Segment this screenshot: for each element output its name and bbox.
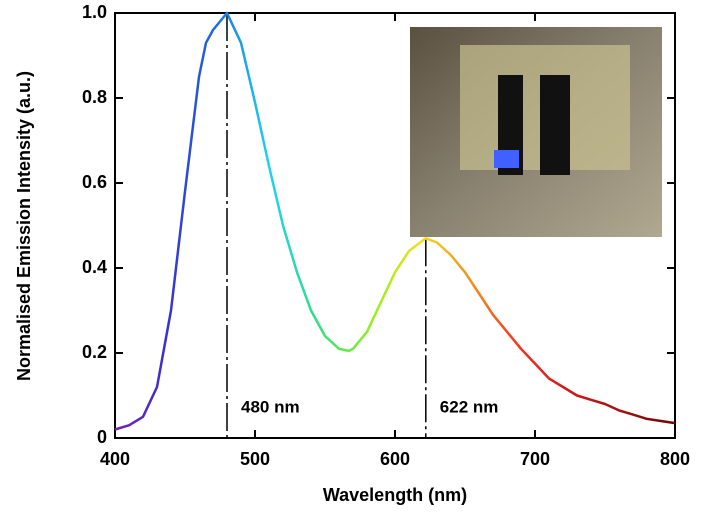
x-tick-label: 400 — [100, 449, 130, 469]
y-tick-label: 0 — [97, 427, 107, 447]
inset-photo — [410, 27, 662, 237]
annotation-label: 622 nm — [440, 397, 499, 416]
y-tick-label: 0.2 — [82, 342, 107, 362]
y-axis-label: Normalised Emission Intensity (a.u.) — [14, 71, 34, 381]
spectrum-line — [114, 11, 676, 431]
annotation-label: 480 nm — [241, 397, 300, 416]
x-tick-label: 800 — [660, 449, 690, 469]
y-tick-label: 0.4 — [82, 257, 107, 277]
x-tick-label: 700 — [520, 449, 550, 469]
y-tick-label: 1.0 — [82, 2, 107, 22]
x-tick-label: 600 — [380, 449, 410, 469]
x-axis-label: Wavelength (nm) — [323, 485, 467, 505]
y-tick-label: 0.8 — [82, 87, 107, 107]
x-tick-label: 500 — [240, 449, 270, 469]
y-tick-label: 0.6 — [82, 172, 107, 192]
